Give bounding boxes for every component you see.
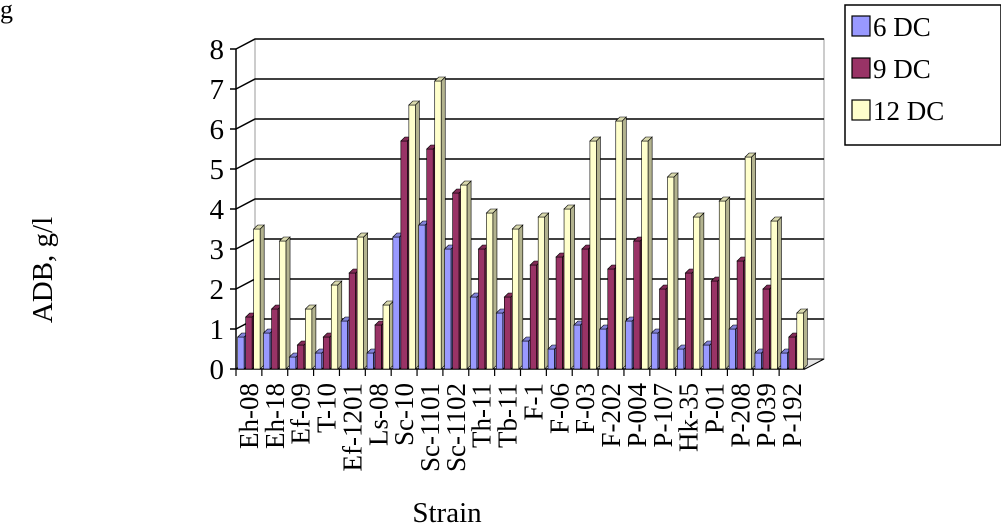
x-category-label: F-1 (518, 383, 548, 421)
y-tick-labels: 0 1 2 3 4 5 6 7 8 (210, 34, 225, 386)
x-category-label: P-01 (699, 383, 729, 434)
bar-12-dc (718, 196, 731, 370)
bar-12-dc (692, 212, 705, 370)
x-category-label: P-107 (648, 383, 678, 448)
bar-12-dc (796, 308, 809, 370)
x-category-label: Hk-35 (674, 383, 704, 452)
x-category-label: Ef-09 (286, 383, 316, 444)
gridline (235, 78, 824, 90)
bar-12-dc (640, 136, 653, 370)
bar-12-dc (304, 304, 317, 370)
x-category-label: Eh-08 (234, 383, 264, 449)
bar-12-dc (666, 172, 679, 370)
x-tick-labels: Eh-08Eh-18Ef-09T-10Ef-1201Ls-08Sc-10Sc-1… (234, 383, 807, 472)
legend: 6 DC 9 DC 12 DC (844, 4, 1001, 146)
bar-12-dc (356, 232, 369, 370)
y-tick-label: 8 (210, 34, 225, 66)
x-category-label: P-039 (751, 383, 781, 448)
bar-12-dc (511, 224, 524, 370)
y-tick-label: 4 (210, 194, 225, 226)
x-category-label: Tb-11 (493, 383, 523, 448)
x-category-label: P-004 (622, 383, 652, 448)
corner-label: g (0, 0, 13, 24)
bar-12-dc (434, 76, 446, 370)
bar-12-dc (252, 224, 265, 370)
gridline (235, 198, 824, 210)
x-category-label: Th-11 (467, 383, 497, 448)
x-category-label: F-202 (596, 383, 626, 448)
gridline (235, 158, 824, 170)
axes (230, 48, 805, 376)
x-category-label: P-192 (777, 383, 807, 448)
y-tick-label: 2 (210, 274, 225, 306)
y-tick-label: 0 (210, 354, 225, 386)
gridline (235, 38, 824, 50)
bars (236, 76, 809, 370)
bar-12-dc (459, 180, 472, 370)
legend-label: 6 DC (873, 12, 931, 42)
y-tick-label: 7 (210, 74, 225, 106)
y-tick-label: 5 (210, 154, 225, 186)
legend-box (844, 4, 1001, 146)
x-category-label: Sc-1101 (415, 383, 445, 472)
x-category-label: F-06 (544, 383, 574, 434)
gridline (235, 118, 824, 130)
x-category-label: Sc-10 (389, 383, 419, 446)
bar-12-dc (537, 212, 550, 370)
legend-swatch (851, 57, 871, 79)
bar-12-dc (615, 116, 627, 370)
legend-swatch (851, 15, 871, 37)
x-category-label: P-208 (725, 383, 755, 448)
x-axis-title: Strain (412, 497, 482, 529)
x-category-label: T-10 (312, 383, 342, 433)
bar-12-dc (278, 236, 291, 370)
bar-12-dc (330, 280, 343, 370)
bar-12-dc (770, 216, 783, 370)
x-category-label: Eh-18 (260, 383, 290, 449)
y-axis-title: ADB, g/l (27, 217, 59, 323)
bar-12-dc (563, 204, 576, 370)
bar-12-dc (744, 152, 757, 370)
bar-12-dc (589, 136, 602, 370)
y-tick-label: 1 (210, 314, 225, 346)
legend-swatch (851, 99, 871, 121)
x-category-label: Ef-1201 (337, 383, 367, 471)
y-tick-label: 3 (210, 234, 225, 266)
x-category-label: F-03 (570, 383, 600, 434)
legend-label: 12 DC (873, 96, 944, 126)
y-tick-label: 6 (210, 114, 225, 146)
bar-12-dc (485, 208, 498, 370)
x-category-label: Sc-1102 (441, 383, 471, 472)
x-category-label: Ls-08 (363, 383, 393, 446)
legend-label: 9 DC (873, 54, 931, 84)
bar-12-dc (408, 100, 421, 370)
bar-12-dc (382, 300, 395, 370)
